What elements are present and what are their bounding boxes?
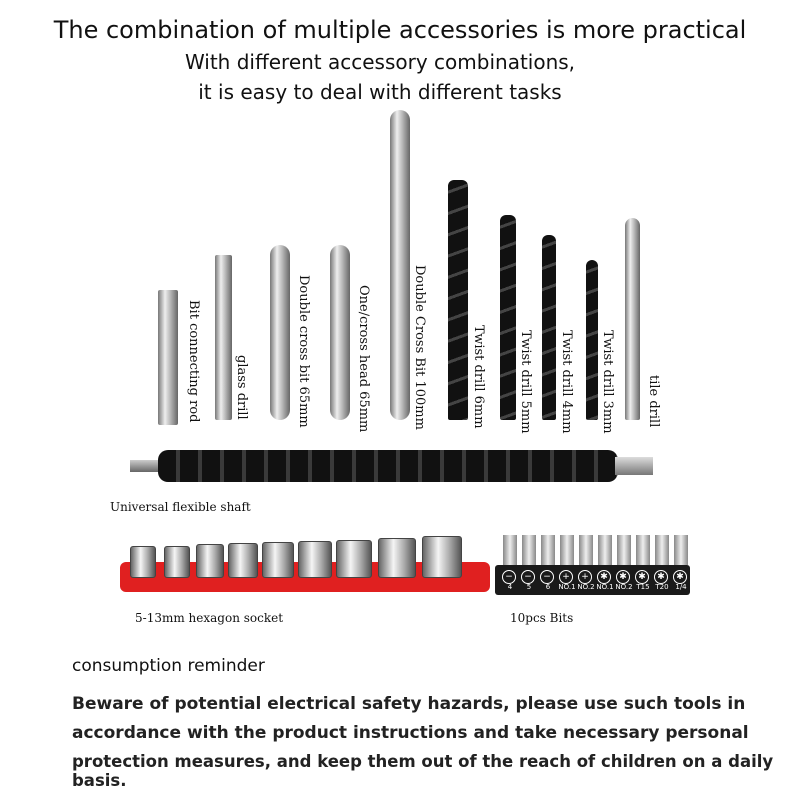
tool-label: Twist drill 3mm [600, 330, 615, 434]
tool-label: glass drill [234, 355, 249, 420]
bit-size-label: 1/4 [675, 583, 687, 591]
subtitle-line-2: it is easy to deal with different tasks [198, 80, 562, 104]
slotted-icon: − [540, 570, 554, 584]
bit-size-label: NO.1 [558, 583, 576, 591]
bit-size-label: NO.2 [577, 583, 595, 591]
slotted-icon: − [521, 570, 535, 584]
bits-label: 10pcs Bits [510, 611, 574, 625]
bit-tip [598, 535, 612, 565]
bit-tip [636, 535, 650, 565]
bit-tip [503, 535, 517, 565]
twist-drill-6mm-image [448, 180, 468, 420]
torx-icon: ✱ [635, 570, 649, 584]
socket [164, 546, 190, 578]
bit-size-label: 5 [526, 583, 532, 591]
torx-icon: ✱ [654, 570, 668, 584]
headline: The combination of multiple accessories … [53, 16, 747, 44]
glass-drill-image [215, 255, 232, 420]
bit-tip [655, 535, 669, 565]
bit-tip [674, 535, 688, 565]
phillips-icon: + [559, 570, 573, 584]
tool-label: Double cross bit 65mm [296, 275, 311, 428]
tool-label: One/cross head 65mm [356, 285, 371, 433]
double-cross-bit-100-image [390, 110, 410, 420]
shaft-chuck-end [615, 457, 653, 475]
bit-connecting-rod-image [158, 290, 178, 425]
socket [130, 546, 156, 578]
bit-size-label: 6 [545, 583, 551, 591]
socket [228, 543, 258, 578]
reminder-heading: consumption reminder [72, 656, 265, 676]
socket [196, 544, 224, 578]
double-cross-bit-image [270, 245, 290, 420]
bit-tip [522, 535, 536, 565]
bit-size-label: NO.2 [615, 583, 633, 591]
torx-icon: ✱ [673, 570, 687, 584]
reminder-line-3: protection measures, and keep them out o… [72, 752, 774, 790]
phillips-icon: + [578, 570, 592, 584]
tile-drill-image [625, 218, 640, 420]
socket-label: 5-13mm hexagon socket [135, 611, 284, 625]
reminder-line-1: Beware of potential electrical safety ha… [72, 694, 746, 714]
twist-drill-4mm-image [542, 235, 556, 420]
bit-tip [560, 535, 574, 565]
twist-drill-3mm-image [586, 260, 598, 420]
bit-set-image: −4−5−6 + NO.1 + NO.2 ✱ NO.1 ✱ NO.2 ✱ T15 ✱ T20 ✱ 1/4 [495, 535, 690, 595]
twist-drill-5mm-image [500, 215, 516, 420]
bit-size-label: NO.1 [596, 583, 614, 591]
tool-label: Double Cross Bit 100mm [412, 265, 427, 430]
shaft-label: Universal flexible shaft [110, 500, 251, 514]
socket [298, 541, 332, 578]
tool-label: Twist drill 6mm [471, 325, 486, 429]
socket [336, 540, 372, 578]
bit-tip [541, 535, 555, 565]
one-cross-head-image [330, 245, 350, 420]
flexible-shaft-image [158, 450, 618, 482]
shaft-hex-end [130, 460, 160, 472]
tool-label: Bit connecting rod [186, 300, 201, 423]
tool-label: Twist drill 5mm [518, 330, 533, 434]
bit-size-label: 4 [507, 583, 513, 591]
bit-tip [579, 535, 593, 565]
subtitle-line-1: With different accessory combinations, [184, 50, 576, 74]
torx-icon: ✱ [616, 570, 630, 584]
socket [262, 542, 294, 578]
socket [378, 538, 416, 578]
socket [422, 536, 462, 578]
bit-size-label: T15 [636, 583, 650, 591]
torx-icon: ✱ [597, 570, 611, 584]
bit-size-label: T20 [655, 583, 669, 591]
tool-label: Twist drill 4mm [559, 330, 574, 434]
bit-tip [617, 535, 631, 565]
socket-set-image [120, 536, 490, 592]
tool-label: tile drill [646, 375, 661, 428]
slotted-icon: − [502, 570, 516, 584]
reminder-line-2: accordance with the product instructions… [72, 723, 749, 743]
